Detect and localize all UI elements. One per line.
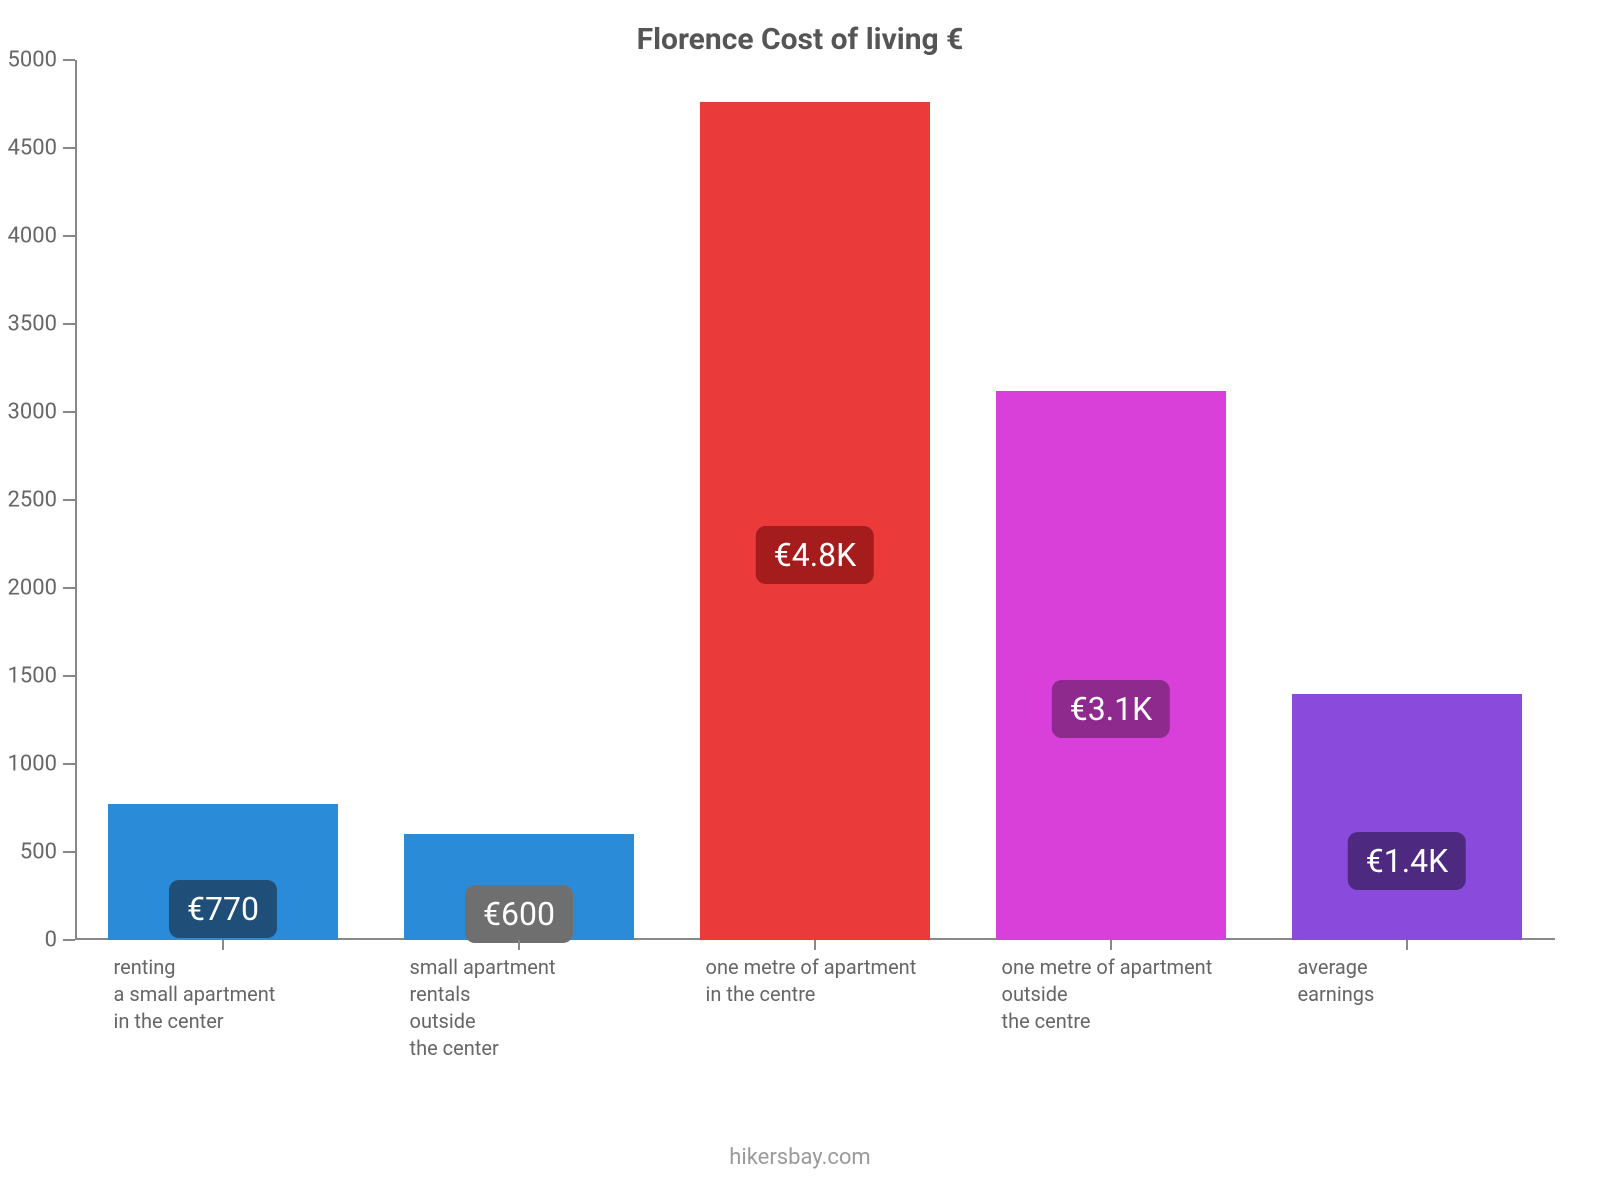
y-tick [63, 235, 75, 237]
cost-of-living-chart: Florence Cost of living € 05001000150020… [0, 0, 1600, 1200]
bar [1292, 694, 1523, 940]
x-axis-label: one metre of apartment in the centre [706, 954, 917, 1008]
bar-value-label: €3.1K [1052, 680, 1170, 738]
y-axis-label: 2500 [8, 488, 57, 513]
y-axis-label: 4000 [8, 224, 57, 249]
chart-title: Florence Cost of living € [0, 22, 1600, 57]
x-tick [518, 940, 520, 950]
y-tick [63, 851, 75, 853]
x-axis-label: one metre of apartment outside the centr… [1002, 954, 1213, 1035]
y-axis-label: 5000 [8, 48, 57, 73]
x-labels: renting a small apartment in the center s… [75, 940, 1555, 1100]
bar-value-label: €4.8K [756, 526, 874, 584]
x-tick [1110, 940, 1112, 950]
y-tick [63, 587, 75, 589]
x-axis-label: average earnings [1298, 954, 1375, 1008]
y-axis-label: 3500 [8, 312, 57, 337]
y-tick [63, 939, 75, 941]
x-axis-label: renting a small apartment in the center [114, 954, 276, 1035]
y-tick [63, 411, 75, 413]
plot-area: 0500100015002000250030003500400045005000… [75, 60, 1555, 940]
bar [996, 391, 1227, 940]
y-axis-label: 3000 [8, 400, 57, 425]
x-axis-label: small apartment rentals outside the cent… [410, 954, 556, 1062]
bar [700, 102, 931, 940]
y-tick [63, 323, 75, 325]
x-tick [1406, 940, 1408, 950]
y-axis-label: 0 [45, 928, 57, 953]
y-axis [75, 60, 77, 940]
y-tick [63, 763, 75, 765]
bar-value-label: €600 [465, 885, 573, 943]
y-tick [63, 59, 75, 61]
y-axis-label: 4500 [8, 136, 57, 161]
bar-value-label: €770 [169, 880, 277, 938]
x-tick [814, 940, 816, 950]
y-axis-label: 500 [20, 840, 57, 865]
source-label: hikersbay.com [0, 1145, 1600, 1170]
y-tick [63, 147, 75, 149]
y-axis-label: 2000 [8, 576, 57, 601]
y-axis-label: 1500 [8, 664, 57, 689]
bar-value-label: €1.4K [1348, 832, 1466, 890]
y-tick [63, 675, 75, 677]
y-tick [63, 499, 75, 501]
x-tick [222, 940, 224, 950]
y-axis-label: 1000 [8, 752, 57, 777]
